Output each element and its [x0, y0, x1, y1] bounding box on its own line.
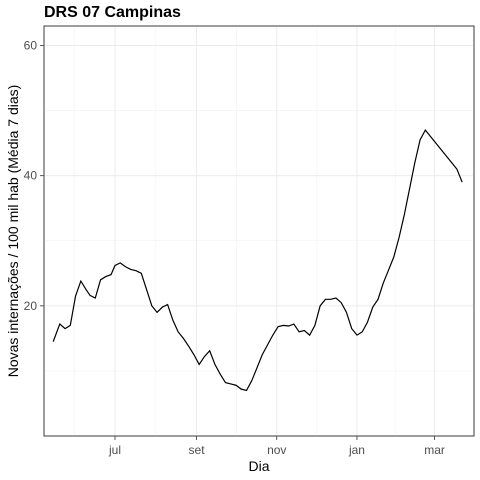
x-axis: jul set nov jan mar [108, 436, 445, 457]
x-tick-label: set [189, 443, 206, 457]
y-axis-title: Novas internações / 100 mil hab (Média 7… [5, 85, 21, 378]
major-gridlines [44, 26, 474, 436]
x-tick-label: jul [108, 443, 121, 457]
y-axis: 20 40 60 [24, 39, 44, 313]
y-tick-label: 20 [24, 299, 38, 313]
y-tick-label: 40 [24, 169, 38, 183]
plot-panel-border [43, 25, 475, 437]
x-axis-title: Dia [248, 458, 269, 474]
x-tick-label: jan [348, 443, 365, 457]
chart-title: DRS 07 Campinas [44, 4, 181, 21]
minor-gridlines [44, 26, 474, 436]
series-line [52, 129, 463, 392]
y-tick-label: 60 [24, 39, 38, 53]
x-tick-label: nov [267, 443, 286, 457]
x-tick-label: mar [424, 443, 445, 457]
plot-panel [43, 25, 475, 437]
